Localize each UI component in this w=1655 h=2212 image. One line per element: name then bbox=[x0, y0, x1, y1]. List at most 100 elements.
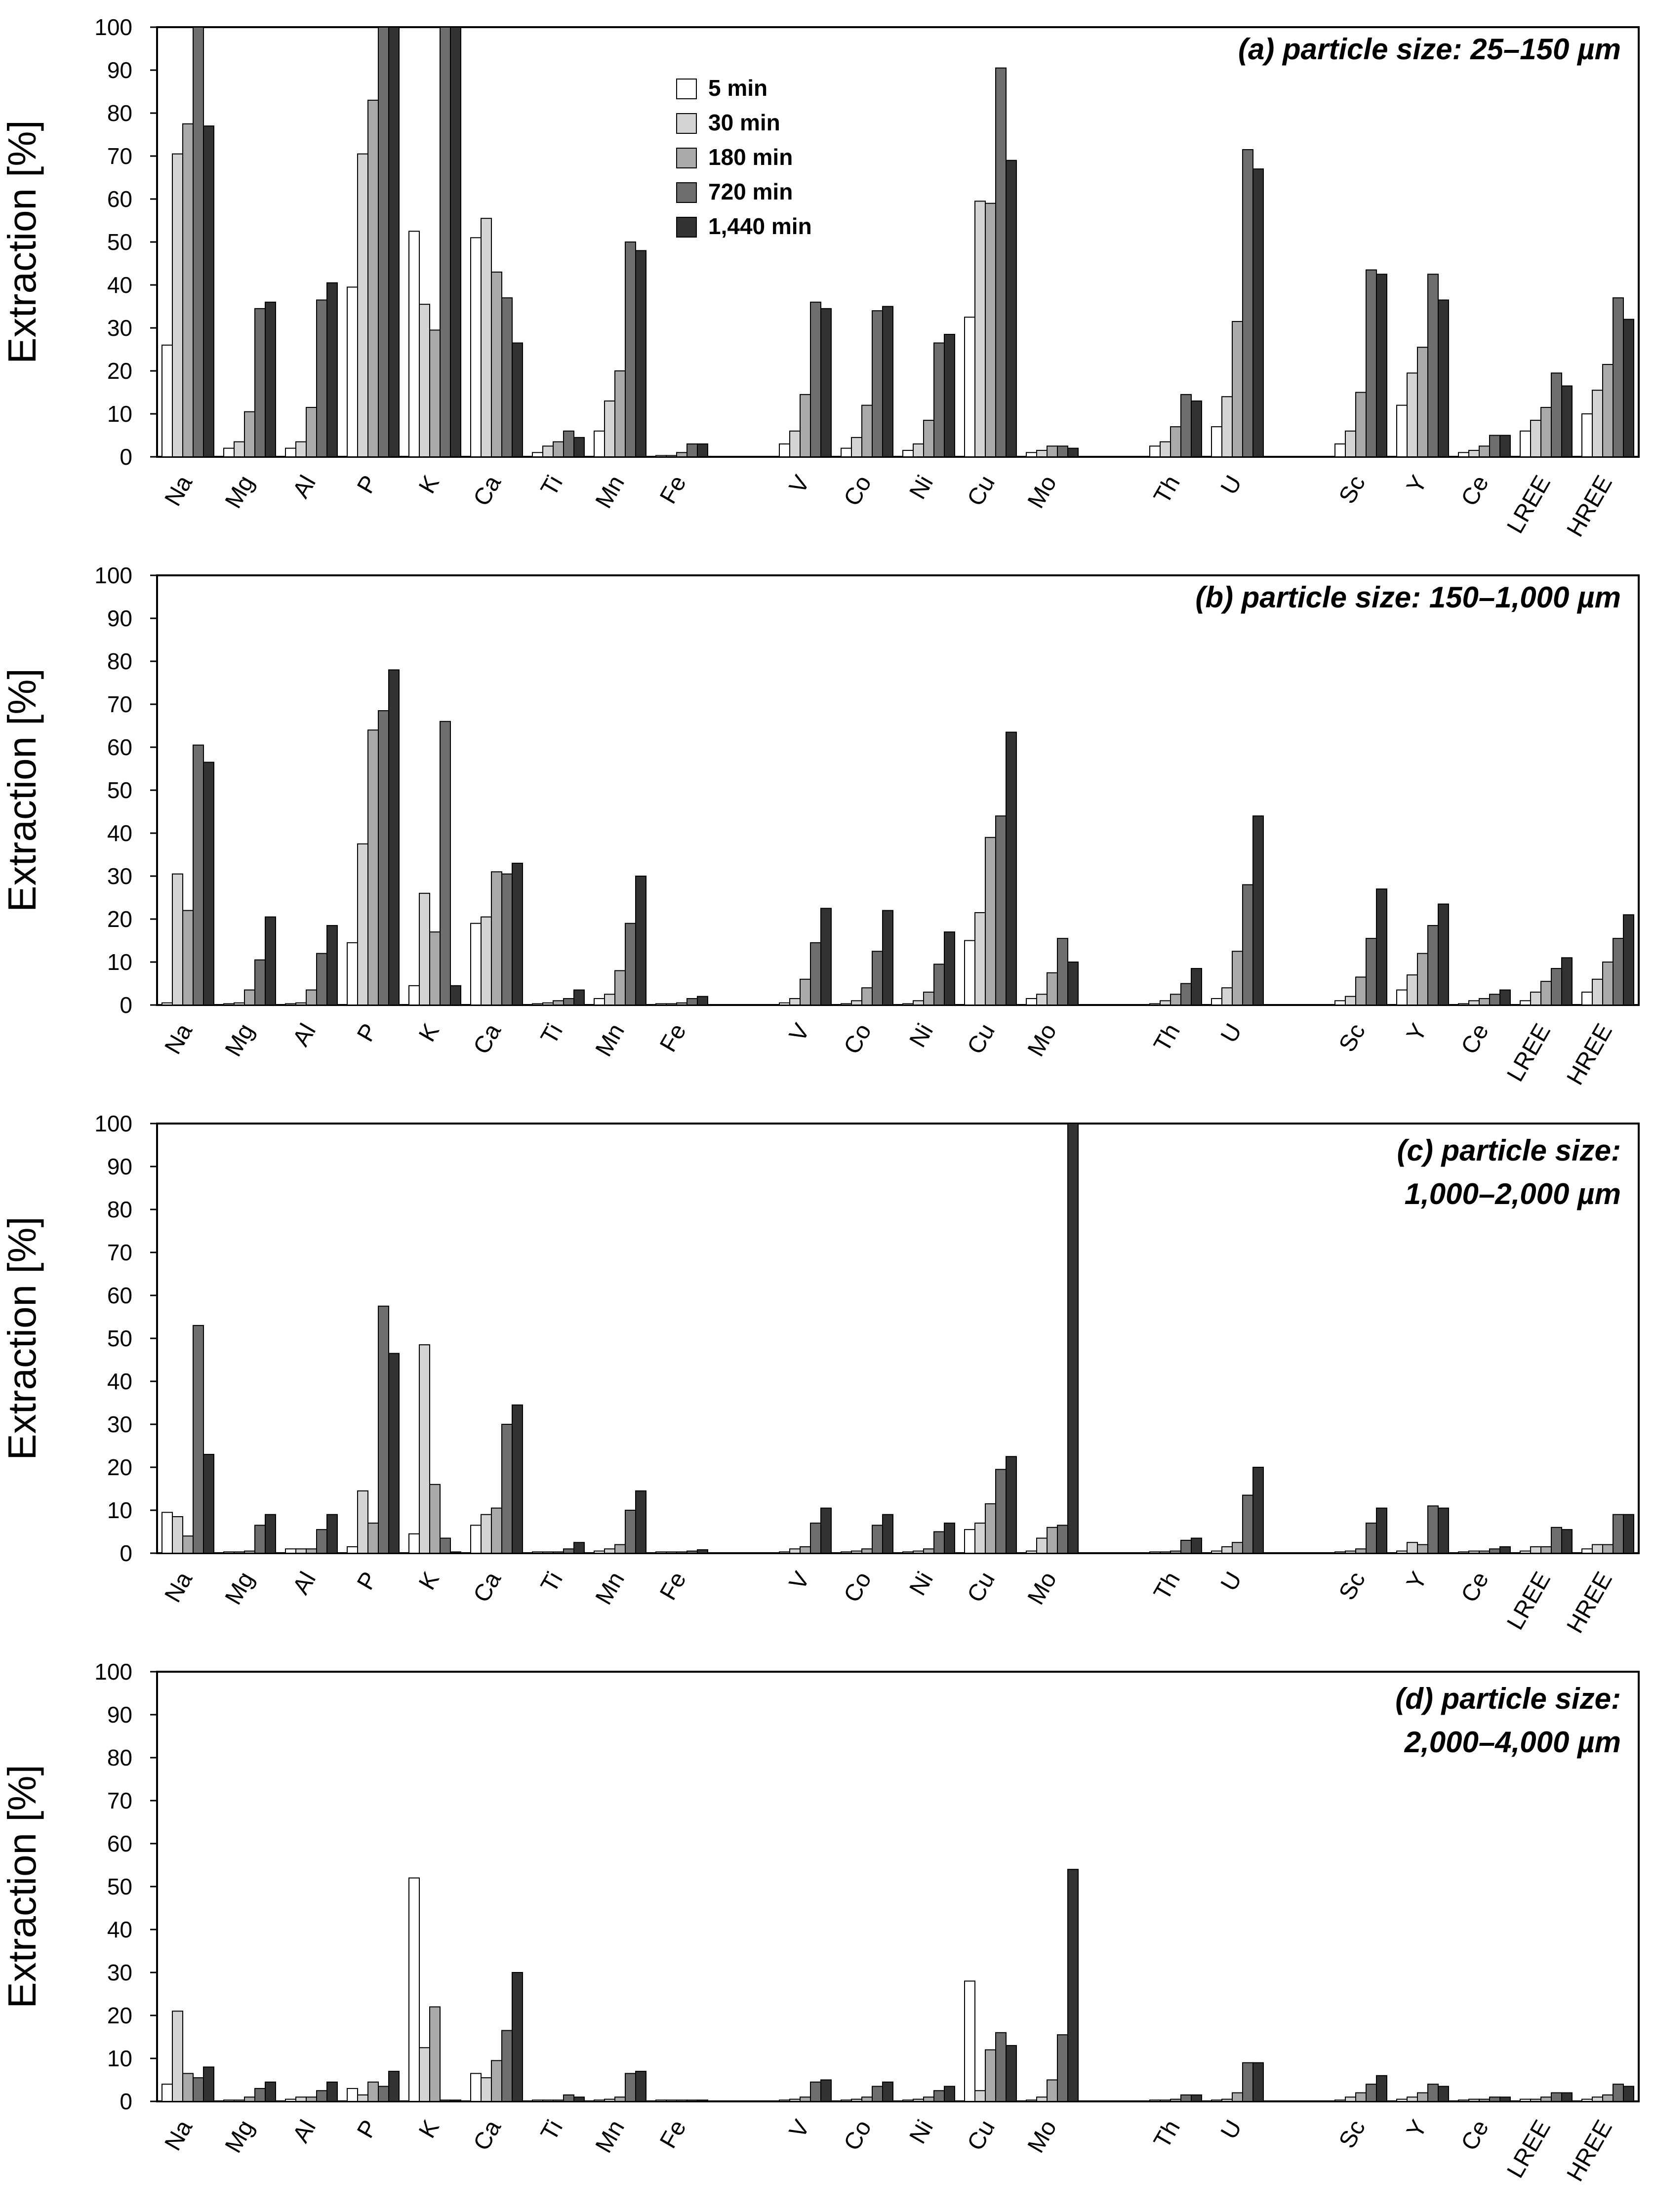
category-label-na: Na bbox=[160, 2116, 198, 2155]
bar-sc-1-440-min bbox=[1376, 1507, 1387, 1554]
bar-al-30-min bbox=[295, 1002, 307, 1006]
bar-na-1-440-min bbox=[203, 762, 214, 1005]
bar-na-30-min bbox=[172, 2011, 183, 2102]
bar-ca-5-min bbox=[470, 923, 482, 1006]
y-tick-label: 30 bbox=[107, 863, 132, 889]
bar-cu-30-min bbox=[974, 2090, 986, 2102]
bar-mg-180-min bbox=[244, 1550, 255, 1554]
y-tick-label: 90 bbox=[107, 1154, 132, 1179]
bar-ti-180-min bbox=[553, 2099, 564, 2102]
bar-v-180-min bbox=[800, 978, 811, 1005]
bar-ce-1-440-min bbox=[1499, 1546, 1511, 1554]
bar-ti-5-min bbox=[532, 2099, 543, 2102]
category-label-th: Th bbox=[1149, 2116, 1185, 2153]
legend-label-1-440-min: 1,440 min bbox=[708, 213, 812, 239]
bar-ca-720-min bbox=[501, 873, 513, 1006]
bar-na-180-min bbox=[182, 910, 194, 1005]
bar-lree-30-min bbox=[1530, 2098, 1541, 2102]
bar-y-180-min bbox=[1417, 2092, 1428, 2102]
bar-y-5-min bbox=[1396, 989, 1408, 1005]
legend-label-720-min: 720 min bbox=[708, 179, 793, 204]
y-tick-label: 40 bbox=[107, 272, 132, 298]
bar-mn-1-440-min bbox=[635, 2071, 646, 2102]
bar-ce-5-min bbox=[1458, 2099, 1469, 2102]
bar-fe-30-min bbox=[666, 1551, 677, 1554]
bar-p-5-min bbox=[347, 286, 358, 457]
bar-cu-720-min bbox=[995, 2032, 1007, 2102]
bar-co-180-min bbox=[861, 987, 873, 1006]
y-tick-label: 20 bbox=[107, 906, 132, 932]
bar-ti-720-min bbox=[563, 430, 574, 457]
y-tick-label: 40 bbox=[107, 820, 132, 846]
bar-ni-1-440-min bbox=[944, 1523, 955, 1554]
legend-swatch-180-min bbox=[676, 148, 697, 168]
category-label-mn: Mn bbox=[591, 2116, 630, 2157]
bar-u-5-min bbox=[1211, 2099, 1222, 2102]
bar-k-30-min bbox=[419, 1344, 430, 1554]
y-tick-label: 20 bbox=[107, 358, 132, 384]
bar-ni-180-min bbox=[923, 1548, 934, 1554]
bar-y-5-min bbox=[1396, 2098, 1408, 2102]
bar-mg-30-min bbox=[234, 1002, 245, 1006]
bar-y-720-min bbox=[1427, 925, 1439, 1005]
bar-mg-30-min bbox=[234, 2099, 245, 2102]
bar-th-1-440-min bbox=[1191, 968, 1202, 1005]
bar-k-5-min bbox=[408, 985, 420, 1005]
bar-lree-1-440-min bbox=[1561, 2092, 1573, 2102]
bar-mn-30-min bbox=[604, 994, 615, 1005]
bar-mn-180-min bbox=[614, 370, 626, 457]
category-label-na: Na bbox=[160, 471, 198, 511]
bar-hree-30-min bbox=[1592, 390, 1603, 458]
category-label-al: Al bbox=[288, 1019, 321, 1050]
bar-ti-1-440-min bbox=[573, 2096, 585, 2102]
bar-al-720-min bbox=[316, 2090, 327, 2102]
bar-al-180-min bbox=[306, 989, 317, 1005]
category-label-ca: Ca bbox=[468, 1568, 506, 1607]
y-tick-label: 70 bbox=[107, 1240, 132, 1265]
category-label-hree: HREE bbox=[1562, 1019, 1617, 1089]
bar-ca-30-min bbox=[481, 1514, 492, 1554]
category-label-ca: Ca bbox=[468, 471, 506, 511]
bar-na-720-min bbox=[193, 1325, 204, 1554]
bar-mo-5-min bbox=[1026, 998, 1037, 1006]
bar-sc-5-min bbox=[1334, 1000, 1346, 1005]
bar-mn-5-min bbox=[594, 2099, 605, 2102]
bar-ca-1-440-min bbox=[512, 1972, 523, 2102]
y-tick-label: 60 bbox=[107, 1283, 132, 1308]
bar-sc-720-min bbox=[1366, 938, 1377, 1006]
bar-mn-5-min bbox=[594, 998, 605, 1006]
bar-al-720-min bbox=[316, 953, 327, 1005]
bar-ti-1-440-min bbox=[573, 989, 585, 1005]
bar-th-1-440-min bbox=[1191, 1537, 1202, 1554]
panel-d: 0 10 20 30 40 50 60 70 80 90 100 Extraction [%] Na Mg… bbox=[0, 1659, 1640, 2186]
bar-k-5-min bbox=[408, 1533, 420, 1554]
bar-mo-180-min bbox=[1047, 2079, 1058, 2102]
bar-v-1-440-min bbox=[820, 1507, 832, 1554]
category-label-u: U bbox=[1216, 2116, 1247, 2144]
bar-ca-5-min bbox=[470, 1525, 482, 1554]
bar-ni-720-min bbox=[933, 342, 945, 458]
bar-mg-1-440-min bbox=[265, 916, 276, 1006]
bar-al-5-min bbox=[285, 447, 296, 457]
category-label-mo: Mo bbox=[1023, 471, 1062, 513]
bar-hree-720-min bbox=[1613, 1514, 1624, 1554]
y-tick-label: 70 bbox=[107, 1788, 132, 1813]
y-tick-label: 0 bbox=[120, 444, 132, 470]
category-label-ni: Ni bbox=[904, 471, 938, 504]
y-tick-label: 30 bbox=[107, 1960, 132, 1985]
bar-ce-720-min bbox=[1489, 435, 1500, 457]
category-label-mg: Mg bbox=[220, 2116, 259, 2157]
bar-ti-30-min bbox=[542, 1551, 554, 1554]
bar-p-720-min bbox=[378, 27, 389, 457]
category-label-lree: LREE bbox=[1502, 2116, 1556, 2182]
category-label-cu: Cu bbox=[962, 1568, 1000, 1607]
bar-al-1-440-min bbox=[326, 2081, 338, 2102]
y-tick-label: 90 bbox=[107, 605, 132, 631]
bar-ce-180-min bbox=[1479, 998, 1490, 1006]
y-tick-label: 90 bbox=[107, 57, 132, 83]
bar-u-30-min bbox=[1221, 1546, 1233, 1554]
category-label-al: Al bbox=[288, 1568, 321, 1599]
category-label-hree: HREE bbox=[1562, 471, 1617, 541]
bar-mg-180-min bbox=[244, 411, 255, 458]
bar-y-180-min bbox=[1417, 1544, 1428, 1554]
